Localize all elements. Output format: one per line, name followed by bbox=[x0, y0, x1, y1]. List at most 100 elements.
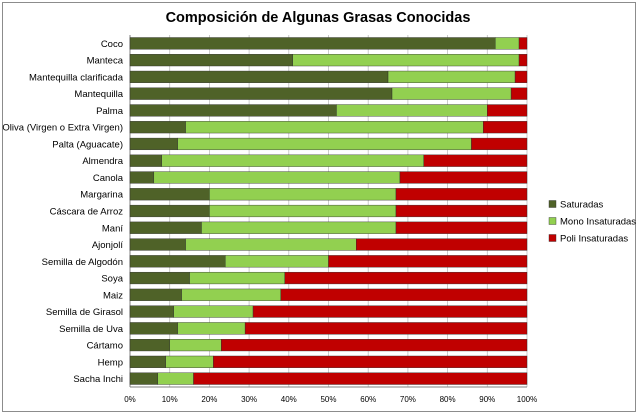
bar-segment bbox=[244, 322, 528, 335]
category-label: Coco bbox=[101, 39, 123, 50]
bar-segment bbox=[356, 238, 528, 251]
bar-segment bbox=[129, 171, 155, 184]
bar-segment bbox=[189, 271, 286, 285]
x-tick-label: 40% bbox=[281, 395, 297, 404]
x-tick-label: 100% bbox=[517, 395, 537, 404]
bar-segment bbox=[423, 154, 528, 167]
bar-segment bbox=[129, 372, 158, 385]
bar-segment bbox=[391, 87, 512, 100]
bar-segment bbox=[129, 137, 178, 151]
bars bbox=[129, 37, 528, 385]
bar-segment bbox=[221, 339, 528, 352]
legend-swatch bbox=[548, 200, 557, 208]
bar-segment bbox=[173, 305, 254, 318]
category-label: Margarina bbox=[80, 190, 123, 201]
category-label: Cártamo bbox=[87, 341, 123, 352]
category-label: Ajonjolí bbox=[92, 240, 124, 251]
x-tick-labels: 0% 10% 20% 30% 40% 50% 60% 70% 80% 90% 100% bbox=[124, 395, 537, 404]
bar-segment bbox=[129, 204, 210, 218]
category-label: Palta (Aguacate) bbox=[52, 139, 123, 150]
bar-segment bbox=[328, 255, 528, 268]
bar-segment bbox=[280, 288, 528, 301]
category-label: Sacha Inchi bbox=[73, 374, 123, 385]
category-label: Mantequilla bbox=[74, 89, 123, 100]
category-label: Oliva (Virgen o Extra Virgen) bbox=[2, 123, 123, 134]
bar-segment bbox=[177, 322, 246, 335]
bar-segment bbox=[252, 305, 528, 318]
bar-segment bbox=[185, 238, 357, 251]
bar-segment bbox=[471, 137, 528, 151]
chart-title: Composición de Algunas Grasas Conocidas bbox=[166, 10, 471, 26]
bar-segment bbox=[225, 255, 329, 268]
bar-segment bbox=[201, 221, 397, 234]
bar-segment bbox=[487, 104, 528, 117]
category-label: Mantequilla clarificada bbox=[29, 72, 124, 83]
x-tick-label: 0% bbox=[124, 395, 136, 404]
bar-segment bbox=[129, 154, 162, 167]
bar-segment bbox=[395, 221, 528, 234]
x-tick-label: 10% bbox=[162, 395, 178, 404]
bar-segment bbox=[193, 372, 528, 385]
bar-segment bbox=[518, 54, 528, 67]
category-labels: Coco Manteca Mantequilla clarificada Manteq… bbox=[2, 39, 123, 385]
bar-segment bbox=[483, 121, 528, 134]
x-tick-label: 50% bbox=[320, 395, 336, 404]
legend-label: Poli Insaturadas bbox=[560, 234, 628, 245]
legend-swatch bbox=[548, 234, 557, 242]
bar-segment bbox=[129, 87, 393, 100]
bar-segment bbox=[157, 372, 194, 385]
bar-segment bbox=[129, 271, 190, 285]
category-label: Canola bbox=[93, 173, 124, 184]
category-label: Hemp bbox=[98, 357, 123, 368]
legend-swatch bbox=[548, 217, 557, 225]
category-label: Manteca bbox=[87, 56, 124, 67]
category-label: Maní bbox=[102, 223, 123, 234]
bar-segment bbox=[495, 37, 520, 50]
bar-segment bbox=[129, 104, 337, 117]
bar-segment bbox=[395, 188, 528, 201]
bar-segment bbox=[177, 137, 472, 151]
legend-label: Saturadas bbox=[560, 200, 604, 211]
category-label: Maiz bbox=[103, 290, 123, 301]
bar-segment bbox=[284, 271, 528, 285]
bar-segment bbox=[129, 221, 202, 234]
bar-segment bbox=[395, 204, 528, 218]
bar-segment bbox=[129, 322, 178, 335]
bar-segment bbox=[129, 288, 182, 301]
bar-segment bbox=[129, 355, 166, 368]
bar-segment bbox=[181, 288, 282, 301]
bar-segment bbox=[129, 188, 210, 201]
bar-segment bbox=[169, 339, 222, 352]
x-tick-label: 20% bbox=[201, 395, 217, 404]
x-tick-label: 70% bbox=[400, 395, 416, 404]
legend-label: Mono Insaturadas bbox=[560, 217, 636, 228]
category-label: Palma bbox=[96, 106, 124, 117]
bar-segment bbox=[129, 70, 389, 83]
legend: Saturadas Mono Insaturadas Poli Insaturada… bbox=[548, 200, 636, 245]
category-label: Semilla de Algodón bbox=[42, 257, 123, 268]
bar-segment bbox=[129, 238, 186, 251]
bar-segment bbox=[336, 104, 488, 117]
bar-segment bbox=[129, 339, 170, 352]
bar-segment bbox=[165, 355, 214, 368]
bar-segment bbox=[129, 54, 293, 67]
bar-segment bbox=[518, 37, 528, 50]
x-tick-label: 80% bbox=[440, 395, 456, 404]
bar-segment bbox=[510, 87, 528, 100]
bar-segment bbox=[153, 171, 401, 184]
category-label: Semilla de Girasol bbox=[46, 307, 123, 318]
bar-segment bbox=[387, 70, 516, 83]
category-label: Soya bbox=[101, 274, 123, 285]
bar-segment bbox=[514, 70, 528, 83]
category-label: Cáscara de Arroz bbox=[50, 207, 124, 218]
bar-segment bbox=[209, 204, 397, 218]
bar-segment bbox=[129, 37, 496, 50]
bar-segment bbox=[185, 121, 484, 134]
bar-segment bbox=[209, 188, 397, 201]
category-label: Almendra bbox=[82, 156, 123, 167]
bar-segment bbox=[129, 121, 186, 134]
bar-segment bbox=[213, 355, 528, 368]
x-tick-label: 30% bbox=[241, 395, 257, 404]
bar-segment bbox=[129, 255, 226, 268]
